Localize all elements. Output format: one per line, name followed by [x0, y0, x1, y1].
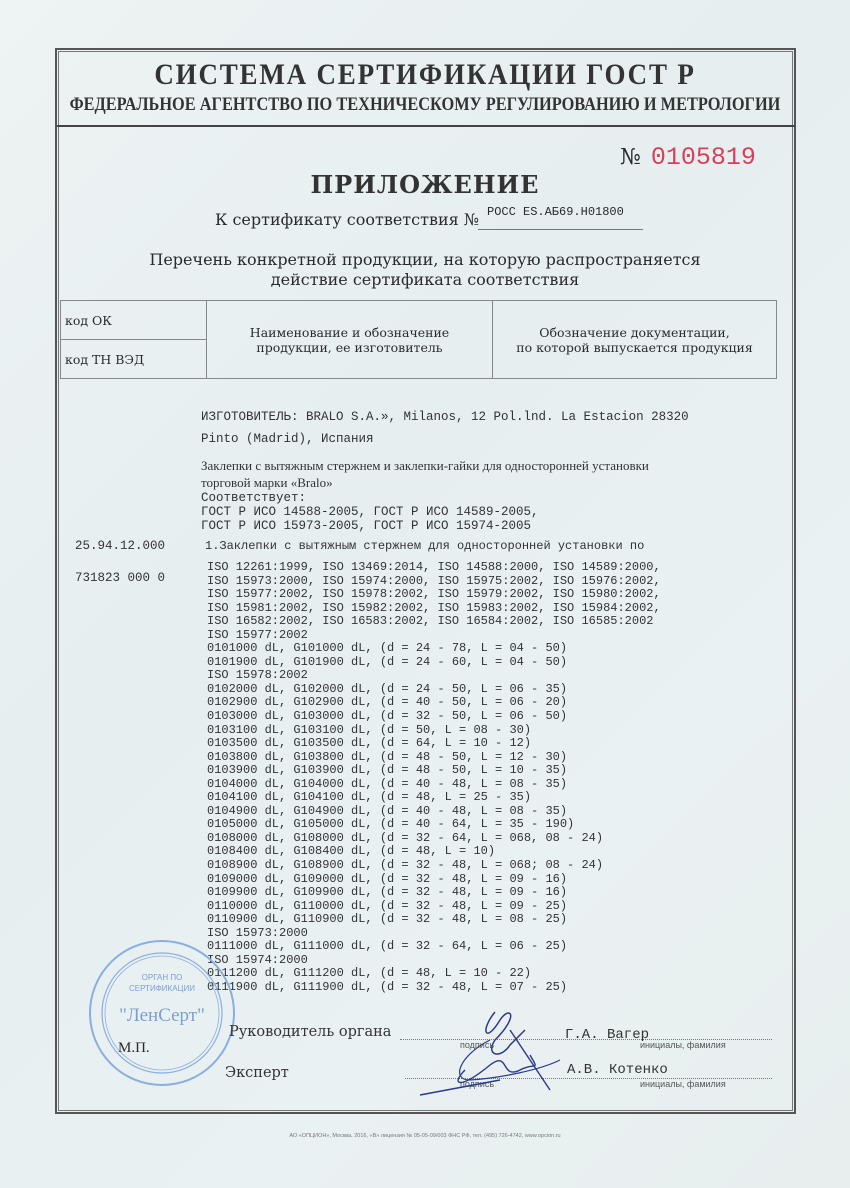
- item-line: 0104100 dL, G104100 dL, (d = 48, L = 25 …: [207, 790, 532, 805]
- item-line: ISO 15981:2002, ISO 15982:2002, ISO 1598…: [207, 600, 661, 615]
- inner-frame: [58, 51, 793, 1111]
- item-line: 0102000 dL, G102000 dL, (d = 24 - 50, L …: [207, 681, 568, 696]
- item-line: ISO 15974:2000: [207, 952, 308, 967]
- item-line: 0103100 dL, G103100 dL, (d = 50, L = 08 …: [207, 722, 532, 737]
- system-title: СИСТЕМА СЕРТИФИКАЦИИ ГОСТ Р: [154, 58, 696, 91]
- item-line: ISO 15973:2000: [207, 925, 308, 940]
- item-line: ISO 15977:2002: [207, 627, 308, 642]
- item-line: 0101000 dL, G101000 dL, (d = 24 - 78, L …: [207, 641, 568, 656]
- item-line: 0101900 dL, G101900 dL, (d = 24 - 60, L …: [207, 654, 568, 669]
- code-ok-header: код ОК: [60, 300, 207, 340]
- product-desc: Заклепки с вытяжным стержнем и заклепки-…: [201, 458, 649, 473]
- stamp-text: СЕРТИФИКАЦИИ: [129, 984, 195, 993]
- code-tnved: 731823 000 0: [75, 571, 166, 585]
- item-line: 0109900 dL, G109900 dL, (d = 32 - 48, L …: [207, 885, 568, 900]
- list-title-line: действие сертификата соответствия: [270, 270, 580, 289]
- item-line: ISO 15978:2002: [207, 668, 308, 683]
- item-line: 0103500 dL, G103500 dL, (d = 64, L = 10 …: [207, 736, 532, 751]
- item-line: 0109000 dL, G109000 dL, (d = 32 - 48, L …: [207, 871, 568, 886]
- name-caption: инициалы, фамилия: [640, 1079, 726, 1089]
- manufacturer-line: ИЗГОТОВИТЕЛЬ: BRALO S.A.», Milanos, 12 P…: [201, 410, 689, 424]
- expert-signature-line: [405, 1078, 772, 1079]
- agency-title: ФЕДЕРАЛЬНОЕ АГЕНТСТВО ПО ТЕХНИЧЕСКОМУ РЕ…: [69, 94, 781, 115]
- form-number-value: 0105819: [650, 143, 756, 172]
- header-divider: [57, 125, 795, 127]
- item-line: 0103900 dL, G103900 dL, (d = 48 - 50, L …: [207, 763, 568, 778]
- item-line: 0108400 dL, G108400 dL, (d = 48, L = 10): [207, 844, 496, 859]
- item-line: 0108900 dL, G108900 dL, (d = 32 - 48, L …: [207, 858, 604, 873]
- stamp-seal: ОРГАН ПО СЕРТИФИКАЦИИ "ЛенСерт": [89, 940, 235, 1086]
- signature-caption: подпись: [460, 1040, 495, 1050]
- page-title: ПРИЛОЖЕНИЕ: [310, 170, 540, 199]
- item-line: 0104900 dL, G104900 dL, (d = 40 - 48, L …: [207, 803, 568, 818]
- head-signature-line: [400, 1039, 772, 1040]
- item-line: 0103000 dL, G103000 dL, (d = 32 - 50, L …: [207, 709, 568, 724]
- item-line: 0111900 dL, G111900 dL, (d = 32 - 48, L …: [207, 979, 568, 994]
- header-table: код ОК Наименование и обозначение продукц…: [60, 300, 777, 379]
- item-line: 0110000 dL, G110000 dL, (d = 32 - 48, L …: [207, 898, 568, 913]
- code-tnved-header: код ТН ВЭД: [60, 339, 207, 379]
- item-line: 0103800 dL, G103800 dL, (d = 48 - 50, L …: [207, 749, 568, 764]
- product-desc: торговой марки «Bralo»: [201, 475, 333, 490]
- name-header: Наименование и обозначение продукции, ее …: [206, 300, 493, 379]
- certificate-underline: [478, 229, 643, 230]
- code-ok: 25.94.12.000: [75, 539, 166, 553]
- item-line: 0104000 dL, G104000 dL, (d = 40 - 48, L …: [207, 776, 568, 791]
- expert-name: А.В. Котенко: [567, 1062, 668, 1078]
- item-line: ISO 12261:1999, ISO 13469:2014, ISO 1458…: [207, 560, 661, 574]
- footer-imprint: АО «ОПЦИОН», Москва, 2016, «В» лицензия …: [289, 1133, 561, 1139]
- item-line: ISO 15973:2000, ISO 15974:2000, ISO 1597…: [207, 573, 661, 588]
- item-title: 1.Заклепки с вытяжным стержнем для однос…: [205, 539, 645, 553]
- outer-frame: [55, 48, 796, 1114]
- item-line: 0111000 dL, G111000 dL, (d = 32 - 64, L …: [207, 939, 568, 954]
- expert-label: Эксперт: [225, 1065, 289, 1081]
- item-line: 0105000 dL, G105000 dL, (d = 40 - 64, L …: [207, 817, 575, 832]
- form-number: № 0105819: [620, 143, 756, 172]
- docs-header: Обозначение документации, по которой выпу…: [492, 300, 777, 379]
- certificate-label: К сертификату соответствия №: [215, 210, 479, 229]
- head-name: Г.А. Вагер: [565, 1027, 650, 1043]
- seal-label: М.П.: [118, 1040, 150, 1056]
- conforms-block: Соответствует: ГОСТ Р ИСО 14588-2005, ГОС…: [201, 491, 539, 533]
- stamp-text: "ЛенСерт": [119, 1005, 205, 1026]
- handwritten-signatures: [419, 1011, 561, 1096]
- item-line: ISO 16582:2002, ISO 16583:2002, ISO 1658…: [207, 614, 654, 629]
- certificate-number: РОСС ES.АБ69.Н01800: [487, 205, 624, 219]
- stamp-text: ОРГАН ПО: [142, 973, 183, 982]
- list-title-line: Перечень конкретной продукции, на котору…: [149, 250, 701, 269]
- head-label: Руководитель органа: [229, 1024, 392, 1040]
- item-line: 0111200 dL, G111200 dL, (d = 48, L = 10 …: [207, 966, 532, 981]
- item-line: 0108000 dL, G108000 dL, (d = 32 - 64, L …: [207, 830, 604, 845]
- items-list: ISO 12261:1999, ISO 13469:2014, ISO 1458…: [207, 560, 661, 995]
- item-line: 0102900 dL, G102900 dL, (d = 40 - 50, L …: [207, 695, 568, 710]
- name-caption: инициалы, фамилия: [640, 1040, 726, 1050]
- number-sign: №: [620, 145, 641, 170]
- list-title: Перечень конкретной продукции, на котору…: [0, 250, 850, 290]
- manufacturer-line: Pinto (Madrid), Испания: [201, 432, 374, 446]
- item-line: 0110900 dL, G110900 dL, (d = 32 - 48, L …: [207, 912, 568, 927]
- item-line: ISO 15977:2002, ISO 15978:2002, ISO 1597…: [207, 587, 661, 602]
